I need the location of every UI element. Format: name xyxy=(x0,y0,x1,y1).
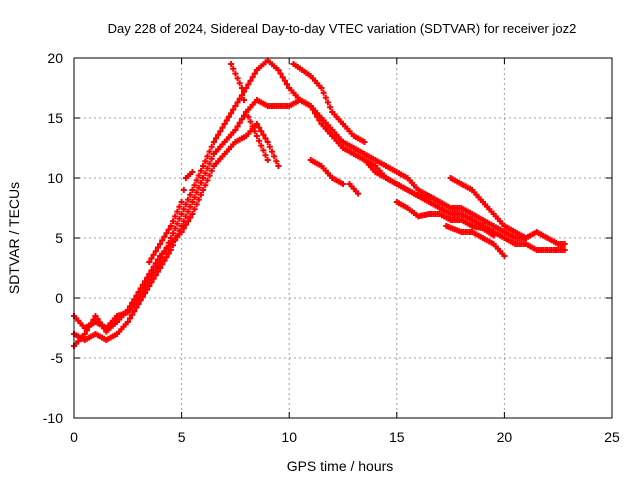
x-tick-label: 15 xyxy=(389,429,405,445)
x-tick-label: 10 xyxy=(281,429,297,445)
data-point-markers xyxy=(426,211,497,239)
data-point-markers xyxy=(228,61,271,163)
series-track-8 xyxy=(361,157,443,205)
y-tick-label: 20 xyxy=(47,50,63,66)
series-track-7 xyxy=(307,157,346,187)
y-tick-label: 0 xyxy=(55,290,63,306)
x-tick-label: 25 xyxy=(604,429,620,445)
x-tick-label: 0 xyxy=(70,429,78,445)
series-track-4 xyxy=(146,169,196,265)
y-tick-label: 15 xyxy=(47,110,63,126)
y-axis-label: SDTVAR / TECUs xyxy=(6,182,22,294)
series-track-13 xyxy=(426,211,497,239)
axis-ticks: 0 5 10 15 20 25 -10 -5 0 5 10 15 20 xyxy=(43,50,620,445)
plot-frame xyxy=(73,57,613,419)
data-point-markers xyxy=(447,175,529,241)
data-point-markers xyxy=(71,97,568,343)
data-point-markers xyxy=(361,157,443,205)
x-tick-label: 5 xyxy=(178,429,186,445)
grid xyxy=(74,58,612,418)
series-track-11 xyxy=(447,175,529,241)
x-axis-label: GPS time / hours xyxy=(287,458,394,474)
series-track-5 xyxy=(228,61,271,163)
x-tick-label: 20 xyxy=(497,429,513,445)
data-point-markers xyxy=(290,61,368,145)
y-tick-label: -5 xyxy=(51,350,64,366)
data-point-markers xyxy=(146,169,196,265)
y-tick-label: -10 xyxy=(43,410,63,426)
series-track-9 xyxy=(346,181,362,197)
series-track-2 xyxy=(71,97,568,343)
data-points xyxy=(71,57,568,349)
y-tick-label: 5 xyxy=(55,230,63,246)
chart-title: Day 228 of 2024, Sidereal Day-to-day VTE… xyxy=(108,21,577,36)
series-track-6 xyxy=(290,61,368,145)
data-point-markers xyxy=(443,223,508,259)
data-point-markers xyxy=(346,181,362,197)
y-tick-label: 10 xyxy=(47,170,63,186)
series-track-12 xyxy=(443,223,508,259)
data-point-markers xyxy=(307,157,346,187)
